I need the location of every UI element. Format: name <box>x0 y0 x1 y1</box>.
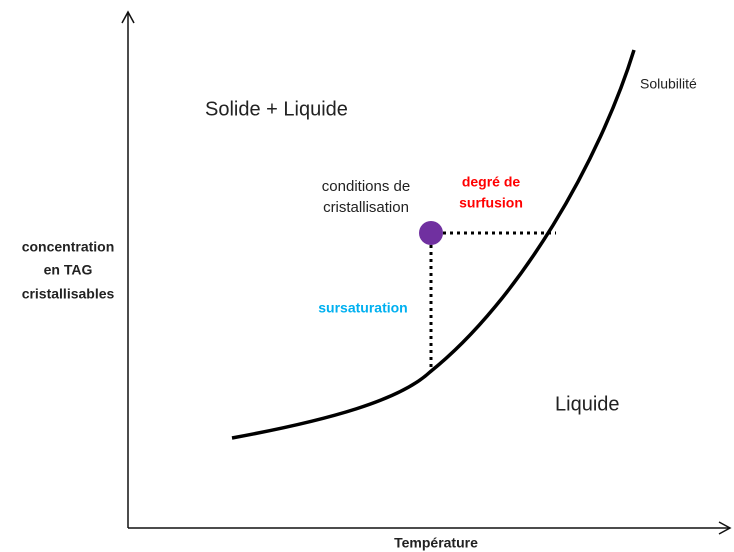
region-above: Solide + Liquide <box>205 98 348 120</box>
y-axis-label: cristallisables <box>22 286 115 302</box>
horizontal-label: surfusion <box>459 195 523 211</box>
y-axis-label: en TAG <box>44 262 93 278</box>
vertical-label: sursaturation <box>318 300 407 316</box>
region-below: Liquide <box>555 393 620 415</box>
curve-label: Solubilité <box>640 76 697 92</box>
y-axis-label: concentration <box>22 239 115 255</box>
x-axis-label: Température <box>394 535 478 551</box>
crystallisation-point <box>419 221 443 245</box>
point-label: conditions de <box>322 178 410 195</box>
solubility-curve <box>231 49 636 440</box>
horizontal-label: degré de <box>462 174 521 190</box>
point-label: cristallisation <box>323 199 409 216</box>
